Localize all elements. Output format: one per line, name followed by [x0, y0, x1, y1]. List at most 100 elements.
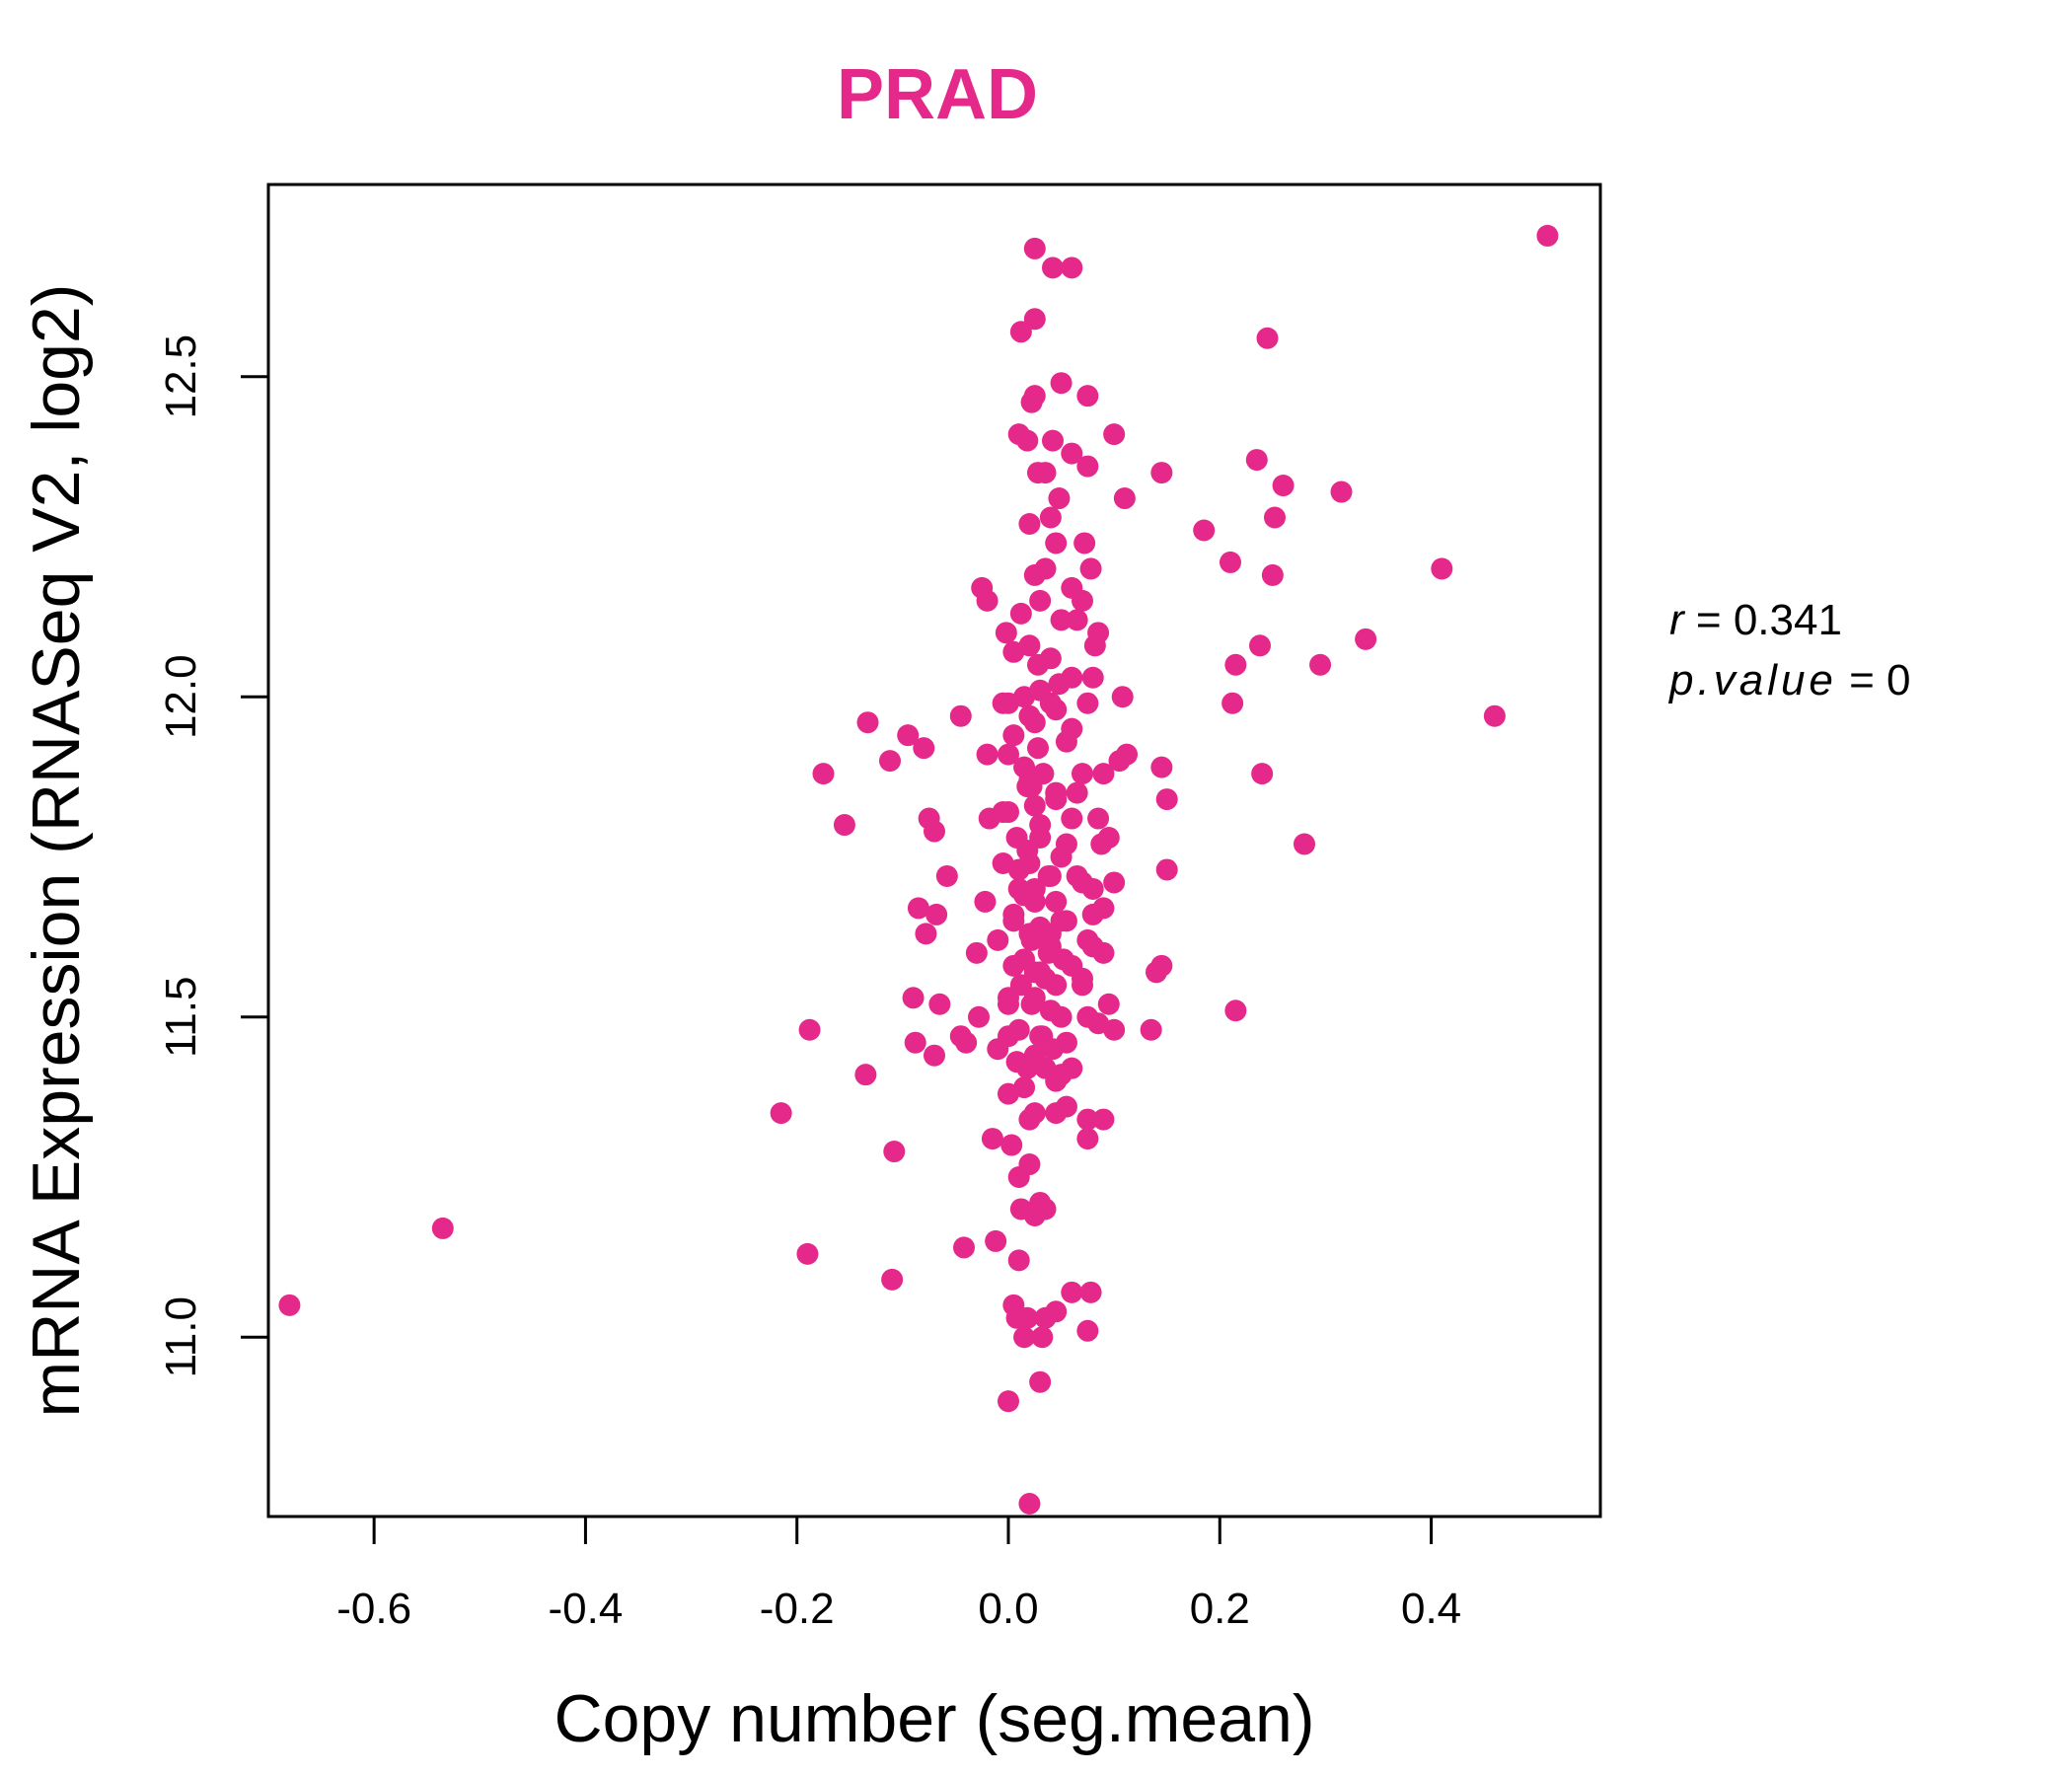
data-point [925, 903, 948, 925]
data-point [998, 743, 1019, 766]
data-point [985, 1229, 1007, 1252]
plot-frame [266, 183, 1602, 1518]
data-point [1081, 903, 1104, 925]
data-point [879, 750, 901, 773]
data-point [1076, 1319, 1099, 1342]
data-point [1009, 602, 1032, 625]
data-point [1073, 532, 1096, 555]
data-point [1261, 563, 1284, 586]
data-point [796, 1242, 819, 1265]
data-point [1005, 1051, 1028, 1073]
p-value: 0 [1887, 656, 1910, 704]
r-label: r [1669, 596, 1686, 644]
data-point [1081, 666, 1104, 689]
data-point [987, 928, 1009, 951]
data-point [1076, 1005, 1099, 1028]
data-point [1045, 974, 1068, 997]
data-point [1072, 967, 1093, 990]
data-point [1103, 1018, 1126, 1041]
chart-title: PRAD [837, 55, 1038, 134]
data-point [1097, 993, 1120, 1015]
data-point [1079, 1281, 1102, 1303]
data-point [1013, 1076, 1036, 1099]
data-point [883, 1141, 906, 1163]
x-axis-label: Copy number (seg.mean) [554, 1681, 1314, 1756]
data-point [1155, 788, 1178, 811]
data-point [1055, 1031, 1077, 1054]
data-point [1113, 487, 1136, 510]
data-point [1272, 475, 1295, 497]
data-point [1116, 743, 1138, 766]
data-point [1072, 871, 1093, 894]
data-point [915, 923, 937, 945]
data-point [1050, 372, 1073, 395]
data-point [1045, 890, 1068, 913]
data-point [1061, 1281, 1083, 1303]
data-point [1072, 589, 1093, 612]
data-point [1039, 647, 1062, 670]
data-point [1048, 487, 1071, 510]
data-point [955, 1031, 978, 1054]
data-point [1066, 781, 1088, 804]
data-point [1076, 692, 1099, 714]
data-points [278, 224, 1559, 1516]
data-point [1050, 609, 1073, 631]
r-value: 0.341 [1734, 596, 1842, 644]
data-point [1023, 890, 1046, 913]
data-point [913, 737, 935, 760]
data-point [1061, 442, 1083, 465]
data-point [924, 1044, 945, 1067]
p-equals: = [1837, 656, 1887, 704]
data-point [1045, 1300, 1068, 1323]
data-point [1029, 1370, 1052, 1393]
data-point [881, 1268, 904, 1291]
x-tick-label: -0.4 [549, 1585, 624, 1633]
data-point [1045, 1070, 1068, 1092]
data-point [1007, 1018, 1030, 1041]
data-point [1027, 737, 1049, 760]
data-point [278, 1294, 301, 1316]
data-point [1092, 1108, 1115, 1131]
data-point [1029, 814, 1052, 837]
stats-annotation: r = 0.341 p.value = 0 [1667, 596, 1911, 704]
data-point [1061, 717, 1083, 740]
data-point [1007, 1249, 1030, 1272]
data-point [1483, 704, 1506, 727]
data-point [1037, 941, 1060, 964]
data-point [995, 622, 1017, 644]
data-point [1140, 1018, 1162, 1041]
data-point [1002, 954, 1025, 977]
data-point [992, 851, 1014, 874]
y-tick-label: 11.5 [157, 977, 205, 1058]
data-point [1309, 653, 1332, 676]
data-point [1039, 864, 1062, 887]
x-tick-label: 0.4 [1401, 1585, 1461, 1633]
data-point [897, 724, 920, 747]
data-point [976, 589, 999, 612]
data-point [1224, 653, 1247, 676]
data-point [833, 814, 855, 837]
data-point [928, 993, 951, 1015]
data-point [1251, 763, 1274, 785]
data-point [1079, 557, 1102, 580]
data-point [1031, 1326, 1054, 1349]
data-point [1076, 455, 1099, 478]
data-point [1245, 449, 1268, 472]
data-point [1029, 1025, 1052, 1048]
data-point [965, 941, 988, 964]
data-point [1055, 833, 1077, 855]
data-point [998, 993, 1019, 1015]
data-point [1009, 1198, 1032, 1221]
data-point [798, 1018, 821, 1041]
data-point [1023, 1044, 1046, 1067]
data-point [1023, 794, 1046, 817]
x-tick-label: -0.6 [336, 1585, 411, 1633]
data-point [1294, 833, 1315, 855]
svg-text:r = 0.341: r = 0.341 [1669, 596, 1842, 644]
data-point [935, 864, 958, 887]
data-point [856, 711, 879, 734]
data-point [1355, 628, 1377, 650]
data-point [1111, 686, 1134, 708]
data-point [431, 1217, 454, 1239]
data-point [770, 1102, 792, 1125]
